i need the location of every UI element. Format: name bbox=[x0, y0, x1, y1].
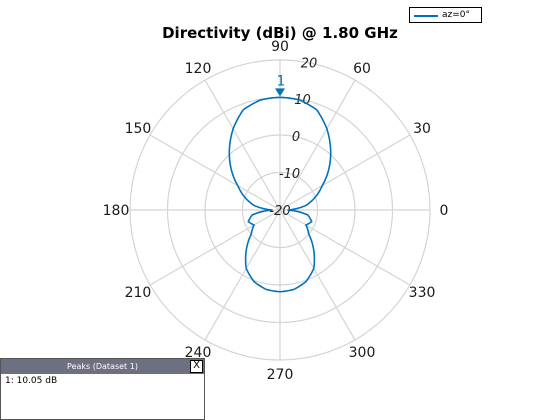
angle-tick-label: 330 bbox=[409, 285, 436, 301]
grid-spoke bbox=[149, 209, 281, 286]
angle-tick-label: 270 bbox=[267, 367, 294, 383]
peak-marker[interactable] bbox=[275, 88, 285, 97]
legend-swatch bbox=[414, 15, 438, 17]
angle-tick-label: 240 bbox=[185, 345, 212, 361]
angle-tick-label: 180 bbox=[103, 203, 130, 219]
grid-spoke bbox=[279, 209, 356, 341]
series-line bbox=[228, 96, 332, 293]
legend-label: az=0° bbox=[442, 10, 471, 20]
peaks-panel[interactable]: Peaks (Dataset 1) X 1: 10.05 dB bbox=[0, 358, 205, 420]
chart-title: Directivity (dBi) @ 1.80 GHz bbox=[162, 24, 398, 42]
grid-spoke bbox=[149, 134, 281, 211]
close-button[interactable]: X bbox=[190, 360, 203, 373]
peaks-panel-title: Peaks (Dataset 1) bbox=[67, 362, 138, 371]
angle-tick-label: 210 bbox=[125, 285, 152, 301]
grid-spoke bbox=[279, 134, 411, 211]
radial-tick-label: -10 bbox=[279, 167, 300, 182]
grid-spoke bbox=[279, 209, 411, 286]
angle-tick-label: 60 bbox=[353, 61, 371, 77]
radial-tick-label: 0 bbox=[292, 130, 300, 145]
grid-spoke bbox=[204, 209, 281, 341]
angle-tick-label: 150 bbox=[125, 121, 152, 137]
polar-grid bbox=[129, 59, 431, 361]
peak-marker-label: 1 bbox=[277, 73, 286, 89]
peak-marker-group: 1 bbox=[275, 73, 286, 97]
grid-spoke bbox=[204, 79, 281, 211]
peak-entry: 1: 10.05 dB bbox=[5, 376, 58, 386]
series-group bbox=[228, 96, 332, 293]
radial-tick-label: 20 bbox=[301, 56, 318, 71]
angle-tick-label: 90 bbox=[271, 39, 289, 55]
angle-tick-label: 300 bbox=[349, 345, 376, 361]
peaks-list: 1: 10.05 dB bbox=[1, 374, 204, 388]
angle-tick-label: 120 bbox=[185, 61, 212, 77]
radial-tick-label: -20 bbox=[269, 204, 290, 219]
angle-tick-label: 0 bbox=[440, 203, 449, 219]
angle-tick-label: 30 bbox=[413, 121, 431, 137]
grid-spoke bbox=[279, 79, 356, 211]
legend[interactable]: az=0° bbox=[409, 7, 482, 23]
peaks-panel-header[interactable]: Peaks (Dataset 1) X bbox=[1, 359, 204, 374]
